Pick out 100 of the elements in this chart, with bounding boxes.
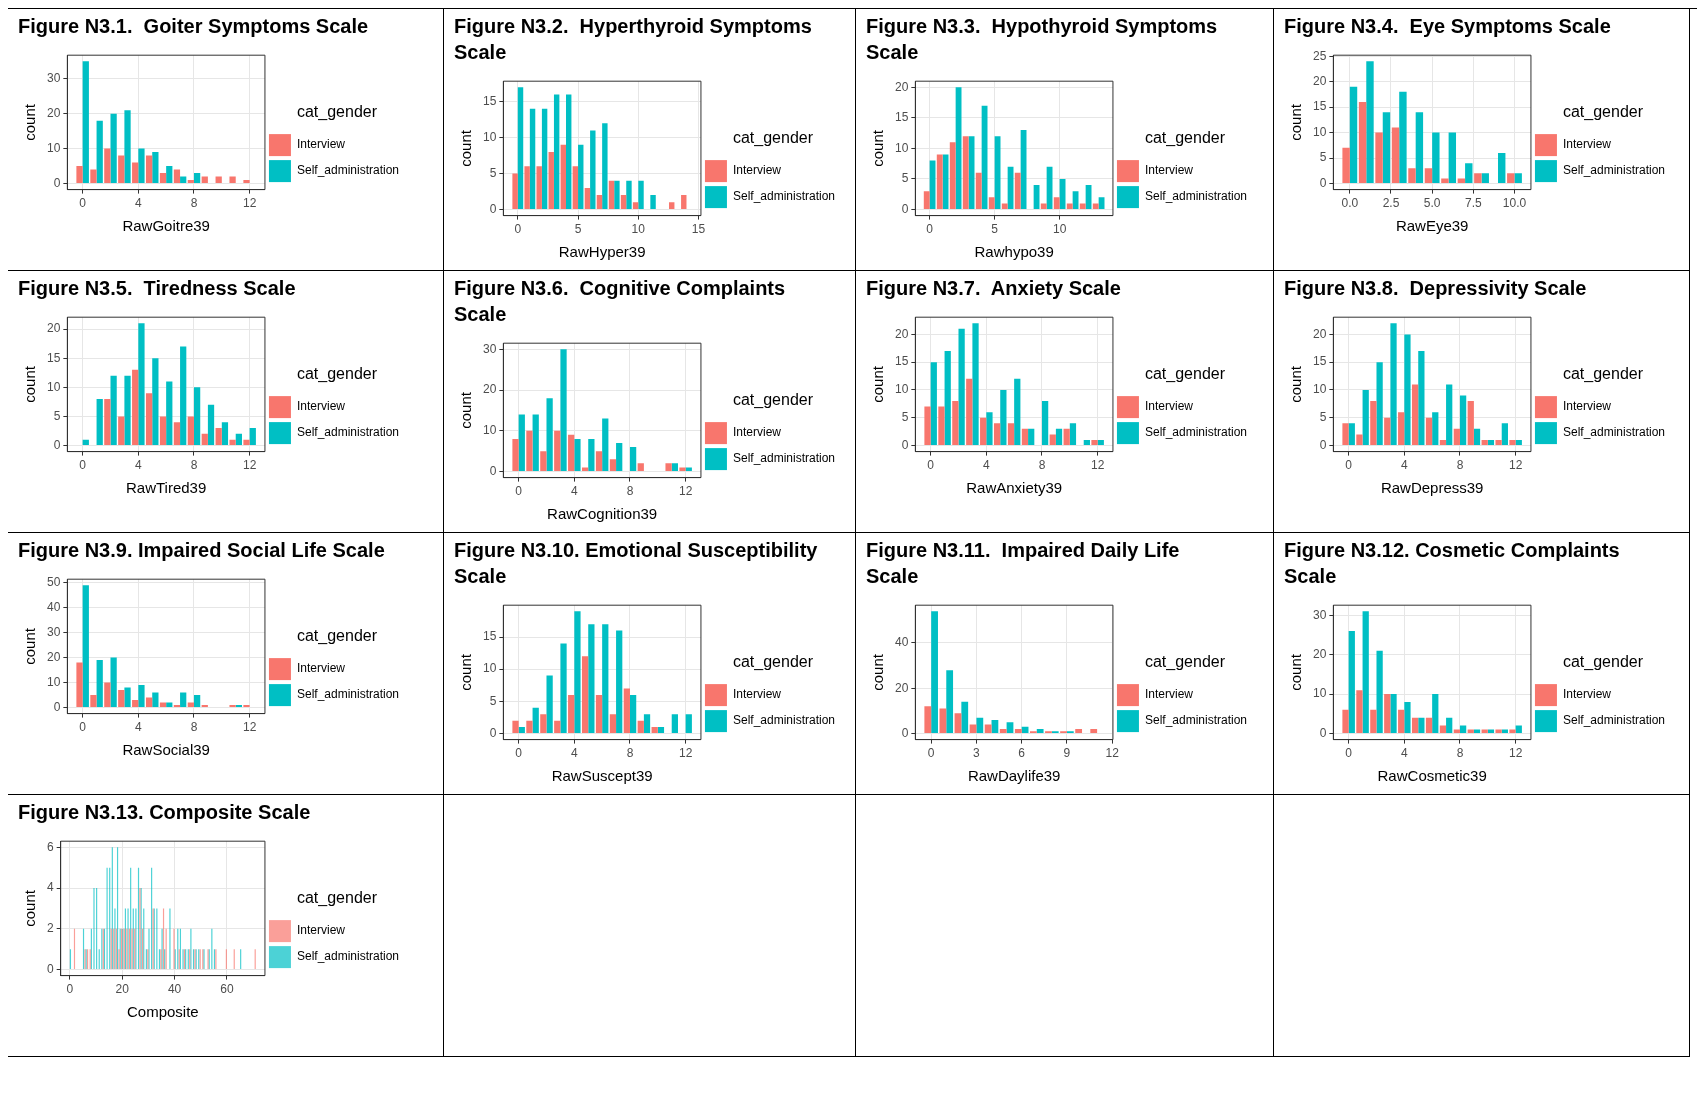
x-tick-label: 0 bbox=[515, 746, 523, 761]
x-tick-label: 8 bbox=[190, 720, 198, 735]
y-tick-label: 0 bbox=[53, 175, 61, 190]
legend-title: cat_gender bbox=[732, 129, 814, 148]
legend-title: cat_gender bbox=[296, 365, 378, 384]
legend-label: Self_administration bbox=[1562, 425, 1666, 440]
x-tick-label: 8 bbox=[190, 458, 198, 473]
x-axis-title: RawDaylife39 bbox=[967, 767, 1061, 785]
y-axis-title: count bbox=[869, 129, 887, 167]
y-tick-label: 0 bbox=[53, 437, 61, 452]
y-tick-label: 20 bbox=[894, 680, 909, 695]
y-tick-label: 20 bbox=[46, 321, 61, 336]
y-tick-label: 15 bbox=[894, 354, 909, 369]
x-axis-title: RawEye39 bbox=[1395, 217, 1469, 235]
legend-label: Interview bbox=[1144, 687, 1194, 702]
y-axis-title: count bbox=[21, 365, 39, 403]
legend-label: Interview bbox=[1562, 399, 1612, 414]
legend-title: cat_gender bbox=[296, 627, 378, 646]
y-axis-title: count bbox=[21, 103, 39, 141]
x-tick-label: 0 bbox=[79, 458, 87, 473]
legend-label: Self_administration bbox=[296, 949, 400, 964]
x-tick-label: 2.5 bbox=[1382, 196, 1400, 211]
y-tick-label: 5 bbox=[901, 410, 909, 425]
legend-label: Interview bbox=[732, 425, 782, 440]
chart-title: Figure N3.3. Hypothyroid Symptoms Scale bbox=[866, 14, 1219, 65]
x-tick-label: 0 bbox=[927, 746, 935, 761]
y-tick-label: 0 bbox=[901, 437, 909, 452]
x-tick-label: 0 bbox=[1345, 458, 1353, 473]
legend-label: Self_administration bbox=[296, 687, 400, 702]
y-tick-label: 40 bbox=[46, 600, 61, 615]
x-tick-label: 4 bbox=[134, 196, 142, 211]
chart-title: Figure N3.11. Impaired Daily Life Scale bbox=[866, 538, 1181, 589]
x-tick-label: 0 bbox=[79, 720, 87, 735]
y-tick-label: 20 bbox=[1312, 646, 1327, 661]
x-tick-label: 7.5 bbox=[1464, 196, 1482, 211]
x-tick-label: 0 bbox=[1345, 746, 1353, 761]
y-tick-label: 0 bbox=[53, 699, 61, 714]
y-tick-label: 30 bbox=[46, 625, 61, 639]
legend-label: Interview bbox=[732, 163, 782, 178]
legend-title: cat_gender bbox=[732, 653, 814, 672]
legend-label: Self_administration bbox=[296, 163, 400, 178]
x-tick-label: 8 bbox=[1456, 746, 1464, 761]
y-tick-label: 15 bbox=[894, 110, 909, 125]
y-tick-label: 10 bbox=[482, 129, 497, 144]
x-axis-title: RawCognition39 bbox=[547, 505, 658, 523]
x-tick-label: 10.0 bbox=[1502, 196, 1527, 211]
chart-title: Figure N3.1. Goiter Symptoms Scale bbox=[18, 14, 370, 39]
y-axis-title: count bbox=[21, 889, 39, 927]
legend-title: cat_gender bbox=[1144, 129, 1226, 148]
legend-label: Self_administration bbox=[296, 425, 400, 440]
x-tick-label: 15 bbox=[691, 222, 706, 237]
y-tick-label: 4 bbox=[46, 880, 54, 895]
y-tick-label: 5 bbox=[1319, 410, 1327, 425]
legend-label: Interview bbox=[1562, 687, 1612, 702]
legend-label: Self_administration bbox=[1144, 189, 1248, 204]
x-tick-label: 4 bbox=[1400, 746, 1408, 761]
x-tick-label: 40 bbox=[167, 982, 182, 997]
y-tick-label: 5 bbox=[1319, 150, 1327, 165]
x-tick-label: 0 bbox=[927, 458, 935, 473]
legend-label: Interview bbox=[296, 661, 346, 676]
x-tick-label: 60 bbox=[220, 982, 234, 997]
y-axis-title: count bbox=[869, 365, 887, 403]
y-tick-label: 40 bbox=[894, 635, 909, 650]
x-tick-label: 4 bbox=[982, 458, 990, 473]
y-axis-title: count bbox=[457, 129, 475, 167]
y-tick-label: 30 bbox=[46, 71, 61, 86]
x-axis-title: RawTired39 bbox=[125, 479, 207, 497]
chart-title: Figure N3.9. Impaired Social Life Scale bbox=[18, 538, 386, 563]
legend-title: cat_gender bbox=[296, 889, 378, 908]
y-axis-title: count bbox=[869, 653, 887, 691]
legend-label: Interview bbox=[296, 137, 346, 152]
x-tick-label: 10 bbox=[1052, 222, 1067, 237]
y-tick-label: 10 bbox=[1312, 382, 1327, 397]
x-tick-label: 12 bbox=[242, 458, 257, 473]
x-axis-title: RawAnxiety39 bbox=[966, 479, 1063, 497]
legend-label: Interview bbox=[296, 399, 346, 414]
x-tick-label: 4 bbox=[1400, 458, 1408, 473]
y-tick-label: 5 bbox=[489, 165, 497, 180]
y-tick-label: 5 bbox=[901, 171, 909, 186]
x-tick-label: 4 bbox=[570, 484, 578, 499]
x-tick-label: 0 bbox=[514, 222, 522, 237]
x-axis-title: RawSocial39 bbox=[122, 741, 210, 759]
legend-label: Interview bbox=[1562, 137, 1612, 152]
x-tick-label: 8 bbox=[1456, 458, 1464, 473]
y-tick-label: 0 bbox=[1319, 175, 1327, 190]
legend-title: cat_gender bbox=[296, 103, 378, 122]
legend-title: cat_gender bbox=[1144, 653, 1226, 672]
y-tick-label: 15 bbox=[482, 94, 497, 108]
legend-label: Interview bbox=[1144, 399, 1194, 414]
x-tick-label: 12 bbox=[242, 720, 257, 735]
x-tick-label: 0 bbox=[926, 222, 934, 237]
y-tick-label: 20 bbox=[1312, 73, 1327, 88]
y-tick-label: 25 bbox=[1312, 48, 1327, 63]
chart-title: Figure N3.6. Cognitive Complaints Scale bbox=[454, 276, 787, 327]
y-tick-label: 10 bbox=[894, 140, 909, 155]
legend-label: Self_administration bbox=[1144, 713, 1248, 728]
y-axis-title: count bbox=[21, 627, 39, 665]
legend-label: Self_administration bbox=[1562, 163, 1666, 178]
legend-label: Interview bbox=[296, 923, 346, 938]
legend-label: Self_administration bbox=[732, 189, 836, 204]
